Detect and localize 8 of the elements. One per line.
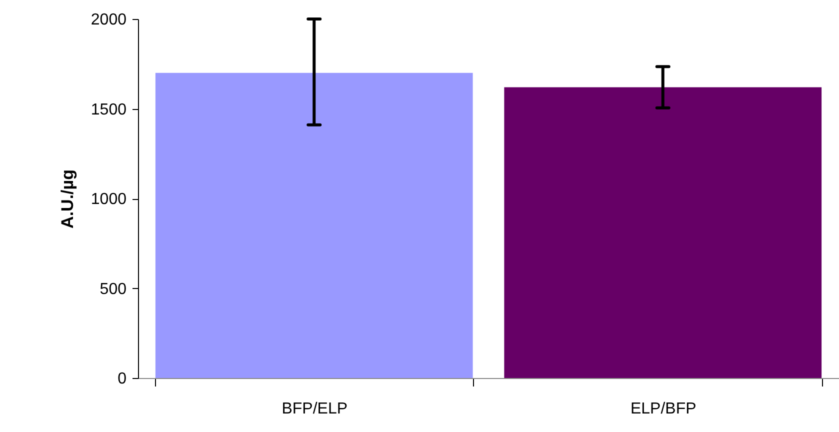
y-tick-label: 0 bbox=[118, 370, 127, 388]
x-tick-label: ELP/BFP bbox=[630, 400, 696, 418]
y-tick-label: 1500 bbox=[90, 101, 127, 118]
y-tick-label: 2000 bbox=[90, 12, 127, 28]
y-axis-title: A.U./µg bbox=[58, 170, 77, 228]
x-tick-label: BFP/ELP bbox=[282, 400, 348, 418]
y-tick-label: 1000 bbox=[90, 191, 127, 208]
y-tick-label: 500 bbox=[100, 280, 127, 298]
